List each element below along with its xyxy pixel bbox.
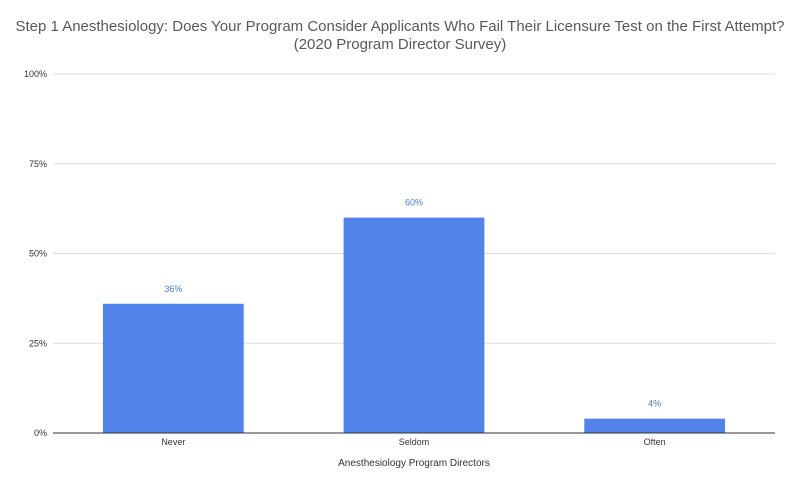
x-tick-label: Seldom — [399, 437, 430, 447]
x-tick-label: Often — [644, 437, 666, 447]
y-tick-label: 25% — [29, 338, 47, 348]
bar-seldom — [343, 217, 485, 433]
bars — [102, 217, 726, 433]
data-label: 60% — [405, 198, 423, 208]
x-axis-ticks: Never Seldom Often — [161, 437, 665, 447]
chart-title: Step 1 Anesthesiology: Does Your Program… — [15, 18, 785, 53]
bar-often — [584, 418, 726, 433]
data-label: 4% — [648, 399, 661, 409]
y-tick-label: 0% — [34, 428, 47, 438]
y-tick-label: 75% — [29, 159, 47, 169]
y-axis-ticks: 0% 25% 50% 75% 100% — [24, 69, 47, 438]
x-axis-title: Anesthesiology Program Directors — [338, 458, 490, 469]
y-tick-label: 100% — [24, 69, 47, 79]
data-labels: 36% 60% 4% — [164, 198, 661, 409]
bar-never — [102, 303, 244, 433]
data-label: 36% — [164, 284, 182, 294]
x-tick-label: Never — [161, 437, 185, 447]
y-tick-label: 50% — [29, 249, 47, 259]
